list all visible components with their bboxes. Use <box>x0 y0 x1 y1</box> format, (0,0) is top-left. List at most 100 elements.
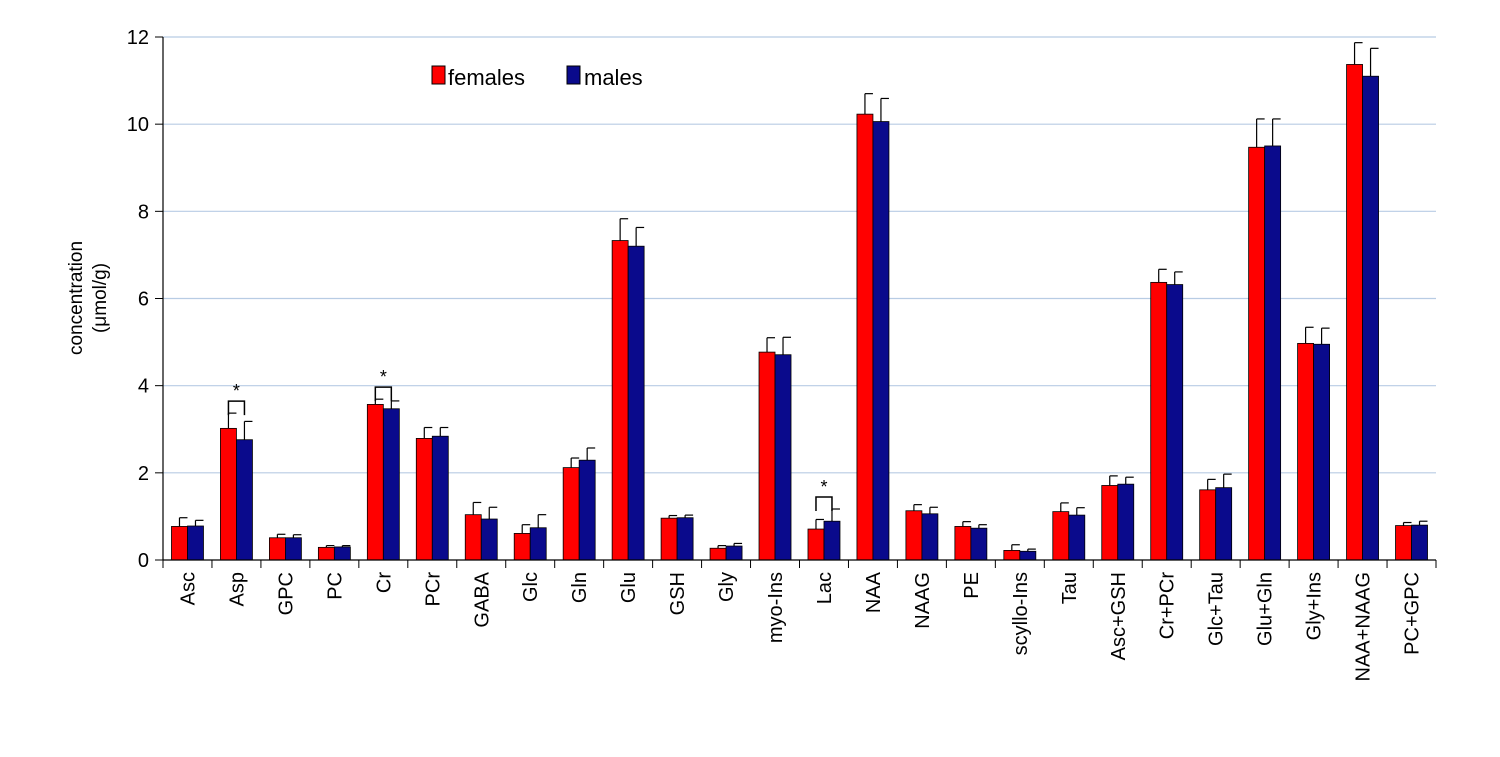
bars-group <box>171 64 1428 561</box>
bar-males <box>823 520 841 561</box>
bar-females <box>954 526 972 561</box>
bar-males <box>970 527 988 561</box>
significance-marker: * <box>820 477 827 497</box>
x-category-label: GSH <box>667 572 689 615</box>
x-category-label: scyllo-Ins <box>1010 572 1032 655</box>
x-category-label: Cr+PCr <box>1157 572 1179 640</box>
bar-females <box>807 528 825 561</box>
bar-females <box>1297 342 1314 561</box>
x-category-label: Asc <box>177 572 199 605</box>
bar-males <box>382 408 400 561</box>
bar-females <box>366 404 384 561</box>
significance-bracket <box>227 400 246 416</box>
error-bars-group <box>178 42 1428 552</box>
x-category-label: Lac <box>814 572 836 604</box>
bar-females <box>1003 550 1021 561</box>
x-category-labels: Asc Asp GPC PC Cr PCr GABA Glc Gln Glu GSH Gly myo-I… <box>177 571 1423 681</box>
bar-females <box>758 351 776 561</box>
bar-males <box>1215 487 1233 561</box>
legend: females males <box>431 65 643 90</box>
bar-females <box>220 427 237 561</box>
x-category-label: Glu+Gln <box>1255 572 1277 646</box>
y-tick-label: 10 <box>127 114 149 136</box>
bar-females <box>1248 146 1266 561</box>
y-tick-label: 0 <box>138 550 149 572</box>
bar-males <box>1362 75 1379 561</box>
x-category-label: Tau <box>1059 572 1081 604</box>
y-tick-label: 4 <box>138 376 149 398</box>
bar-females <box>1052 511 1070 561</box>
x-category-label: Gly+Ins <box>1304 572 1326 640</box>
bar-males <box>1117 483 1135 561</box>
bar-females <box>1199 489 1217 561</box>
bar-females <box>464 514 482 561</box>
axes <box>155 36 1437 568</box>
bar-males <box>1166 284 1184 561</box>
bar-females <box>415 438 433 561</box>
x-category-label: PC <box>324 572 346 600</box>
legend-swatch-males <box>566 65 581 85</box>
legend-label-males: males <box>584 65 643 90</box>
x-category-label: NAAG <box>912 572 934 629</box>
significance-bracket <box>815 496 833 512</box>
significance-marker: * <box>233 381 240 401</box>
x-category-label: PC+GPC <box>1402 572 1424 655</box>
bar-males <box>236 439 253 561</box>
bar-males <box>627 245 645 561</box>
bar-females <box>513 533 531 561</box>
bar-males <box>1019 550 1037 561</box>
bar-males <box>1411 524 1428 561</box>
bar-males <box>480 518 498 561</box>
y-tick-labels: 0 2 4 6 8 10 12 <box>127 27 149 572</box>
significance-marker: * <box>380 367 387 387</box>
bar-females <box>905 510 923 561</box>
x-category-label: NAA+NAAG <box>1353 572 1375 681</box>
bar-females <box>1150 281 1168 561</box>
bar-males <box>333 546 351 561</box>
significance-group: * * * <box>227 367 833 512</box>
bar-males <box>921 513 939 561</box>
bar-males <box>187 525 204 561</box>
x-category-label: Asp <box>226 572 248 606</box>
y-axis-title-line1: concentration <box>66 241 87 355</box>
bar-females <box>562 467 580 561</box>
y-tick-label: 2 <box>138 463 149 485</box>
x-category-label: Gln <box>569 572 591 603</box>
x-category-label: Asc+GSH <box>1108 572 1130 660</box>
legend-swatch-females <box>431 65 446 85</box>
bar-females <box>856 113 874 561</box>
x-category-label: myo-Ins <box>765 572 787 643</box>
bar-females <box>269 537 286 561</box>
x-category-label: PE <box>961 572 983 599</box>
bar-males <box>1264 145 1282 561</box>
bar-males <box>578 459 596 561</box>
x-category-label: Gly <box>716 572 738 602</box>
bar-males <box>872 121 890 561</box>
bar-females <box>171 526 188 561</box>
bar-males <box>285 537 302 561</box>
y-tick-label: 8 <box>138 201 149 223</box>
x-category-label: GPC <box>275 572 297 615</box>
bar-males <box>1068 514 1086 561</box>
bar-males <box>774 354 792 561</box>
y-tick-label: 12 <box>127 27 149 49</box>
gridlines <box>163 36 1436 474</box>
bar-females <box>1395 525 1412 561</box>
y-tick-label: 6 <box>138 289 149 311</box>
x-category-label: PCr <box>422 572 444 607</box>
bar-females <box>709 547 727 561</box>
x-category-label: Cr <box>373 572 395 593</box>
bar-males <box>431 435 449 561</box>
x-category-label: Glu <box>618 572 640 603</box>
x-category-label: Glc+Tau <box>1206 572 1228 646</box>
x-category-label: NAA <box>863 571 885 613</box>
bar-females <box>317 546 335 561</box>
bar-males <box>529 527 547 561</box>
x-category-label: Glc <box>520 572 542 602</box>
bar-females <box>1101 485 1119 561</box>
bar-males <box>676 517 694 561</box>
significance-bracket <box>374 386 393 402</box>
bar-females <box>1346 64 1363 561</box>
legend-label-females: females <box>448 65 525 90</box>
